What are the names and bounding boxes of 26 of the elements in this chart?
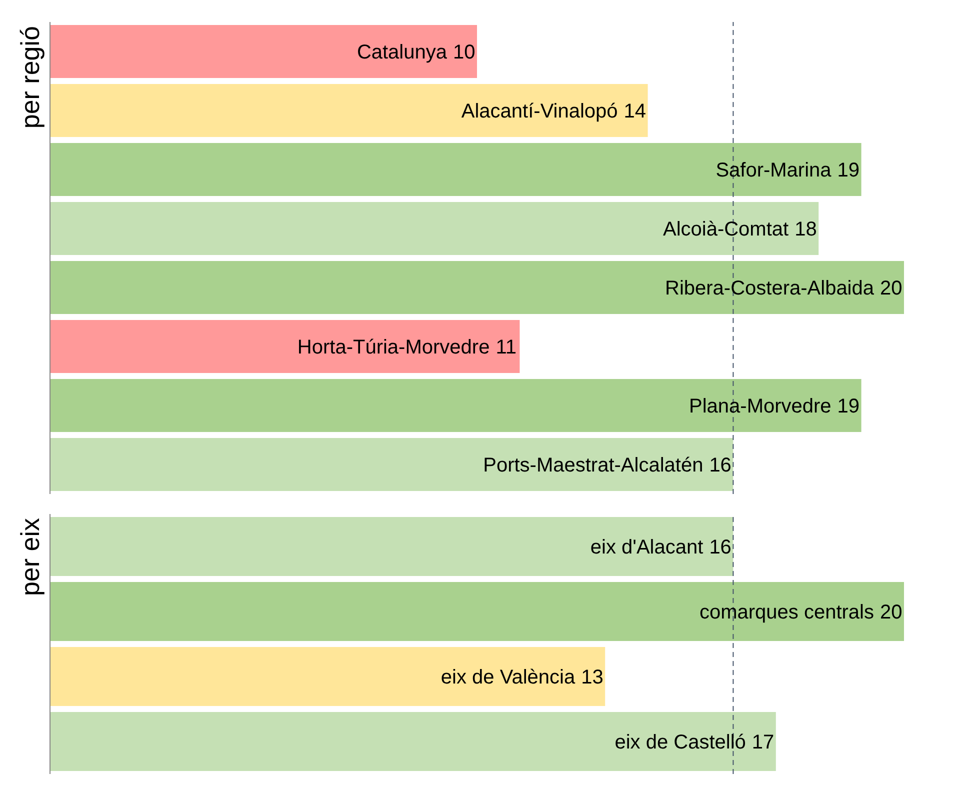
data-label: 16 xyxy=(709,536,732,558)
y-tick-label: comarques centrals xyxy=(699,602,874,624)
data-label: 11 xyxy=(496,336,516,358)
data-label: 20 xyxy=(880,602,902,624)
data-label: 18 xyxy=(794,218,817,240)
data-label: 13 xyxy=(581,666,604,688)
data-label: 20 xyxy=(880,278,902,300)
data-label: 16 xyxy=(709,454,732,476)
data-label: 19 xyxy=(837,396,860,418)
data-label: 10 xyxy=(453,42,476,64)
y-axis-title: per regió xyxy=(15,26,46,129)
y-tick-label: eix de València xyxy=(440,666,576,688)
category-label: Safor-Marina xyxy=(716,160,832,182)
y-tick-label: eix d'Alacant xyxy=(590,536,704,558)
category-label: Alcoià-Comtat xyxy=(662,218,789,240)
y-tick-label: eix de Castelló xyxy=(614,732,746,754)
y-axis-title: per eix xyxy=(15,518,46,596)
category-label: Alacantí-Vinalopó xyxy=(461,100,618,122)
data-label: 14 xyxy=(624,100,646,122)
category-label: Horta-Túria-Morvedre xyxy=(297,336,490,358)
category-label: Ports-Maestrat-Alcalatén xyxy=(483,454,704,476)
data-label: 17 xyxy=(752,732,774,754)
category-label: Plana-Morvedre xyxy=(689,396,832,418)
data-label: 19 xyxy=(837,160,860,182)
category-label: Ribera-Costera-Albaida xyxy=(665,278,874,300)
category-label: Catalunya xyxy=(356,42,447,64)
